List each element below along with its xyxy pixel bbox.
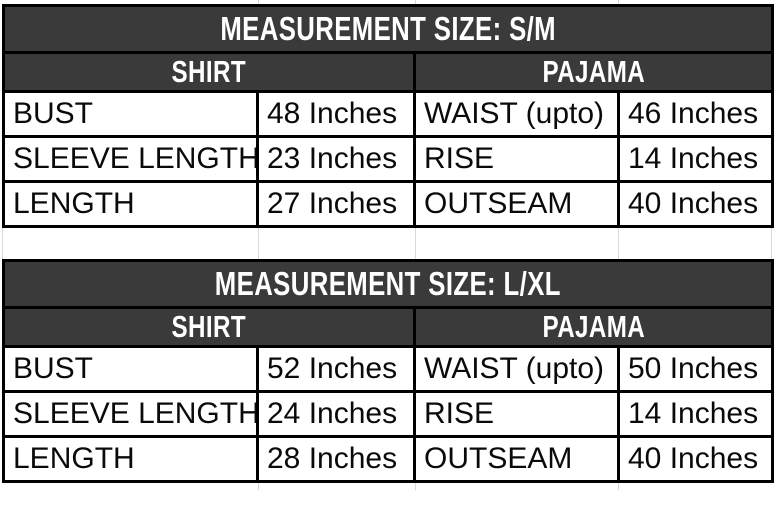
gridline-strip-gap [0,228,774,259]
measurement-label: WAIST (upto) [413,90,620,138]
measurement-value: 14 Inches [617,390,774,438]
table-title-text: MEASUREMENT SIZE: S/M [220,10,556,47]
measurement-value: 27 Inches [256,180,416,228]
section-header-pajama: PAJAMA [413,306,774,348]
measurement-table-lxl: MEASUREMENT SIZE: L/XL SHIRT PAJAMA BUST… [2,259,774,483]
table-row: SHIRT PAJAMA [2,51,774,93]
section-header-shirt-text: SHIRT [171,54,247,89]
table-row: SHIRT PAJAMA [2,306,774,348]
gridline-tick [618,0,619,4]
gridline-tick [415,228,416,259]
measurement-value: 48 Inches [256,90,416,138]
measurement-value: 46 Inches [616,90,774,138]
measurement-label: SLEEVE LENGTH [2,135,259,183]
section-header-pajama: PAJAMA [412,51,774,93]
measurement-label: LENGTH [2,180,259,228]
table-title-text: MEASUREMENT SIZE: L/XL [214,265,562,302]
measurement-label: SLEEVE LENGTH [2,390,259,438]
measurement-label: WAIST (upto) [413,345,620,393]
gridline-tick [618,228,619,259]
table-title: MEASUREMENT SIZE: S/M [1,4,774,54]
gridline-tick [258,0,259,4]
measurement-label: BUST [2,90,259,138]
section-header-shirt-text: SHIRT [171,309,247,344]
gridline-tick [2,228,3,259]
table-row: LENGTH 27 Inches OUTSEAM 40 Inches [2,180,774,228]
table-row: SLEEVE LENGTH 24 Inches RISE 14 Inches [2,390,774,438]
measurement-value: 24 Inches [256,390,416,438]
gridline-strip-bottom [0,483,774,490]
gridline-tick [618,483,619,490]
measurement-value: 23 Inches [256,135,416,183]
measurement-value: 52 Inches [256,345,416,393]
measurement-value: 40 Inches [616,180,774,228]
measurement-label: RISE [413,135,620,183]
gridline-tick [258,228,259,259]
measurement-value: 28 Inches [256,435,416,483]
measurement-table-sm: MEASUREMENT SIZE: S/M SHIRT PAJAMA BUST … [1,4,774,228]
section-header-pajama-text: PAJAMA [542,309,645,344]
gridline-tick [415,0,416,4]
table-row: LENGTH 28 Inches OUTSEAM 40 Inches [2,435,774,483]
gridline-strip-top [0,0,774,4]
table-row: BUST 52 Inches WAIST (upto) 50 Inches [2,345,774,393]
gridline-tick [258,483,259,490]
table-title: MEASUREMENT SIZE: L/XL [2,259,774,309]
measurement-label: RISE [413,390,620,438]
measurement-label: OUTSEAM [413,180,620,228]
table-row: SLEEVE LENGTH 23 Inches RISE 14 Inches [2,135,774,183]
gridline-tick [771,228,772,259]
gridline-tick [415,483,416,490]
table-row: MEASUREMENT SIZE: S/M [1,4,774,54]
measurement-value: 40 Inches [617,435,774,483]
measurement-label: OUTSEAM [413,435,620,483]
table-row: MEASUREMENT SIZE: L/XL [2,259,774,309]
section-header-shirt: SHIRT [2,51,416,93]
measurement-value: 50 Inches [617,345,774,393]
table-row: BUST 48 Inches WAIST (upto) 46 Inches [2,90,774,138]
measurement-value: 14 Inches [616,135,774,183]
section-header-pajama-text: PAJAMA [542,54,645,89]
measurement-label: LENGTH [2,435,259,483]
measurement-label: BUST [2,345,259,393]
section-header-shirt: SHIRT [2,306,416,348]
